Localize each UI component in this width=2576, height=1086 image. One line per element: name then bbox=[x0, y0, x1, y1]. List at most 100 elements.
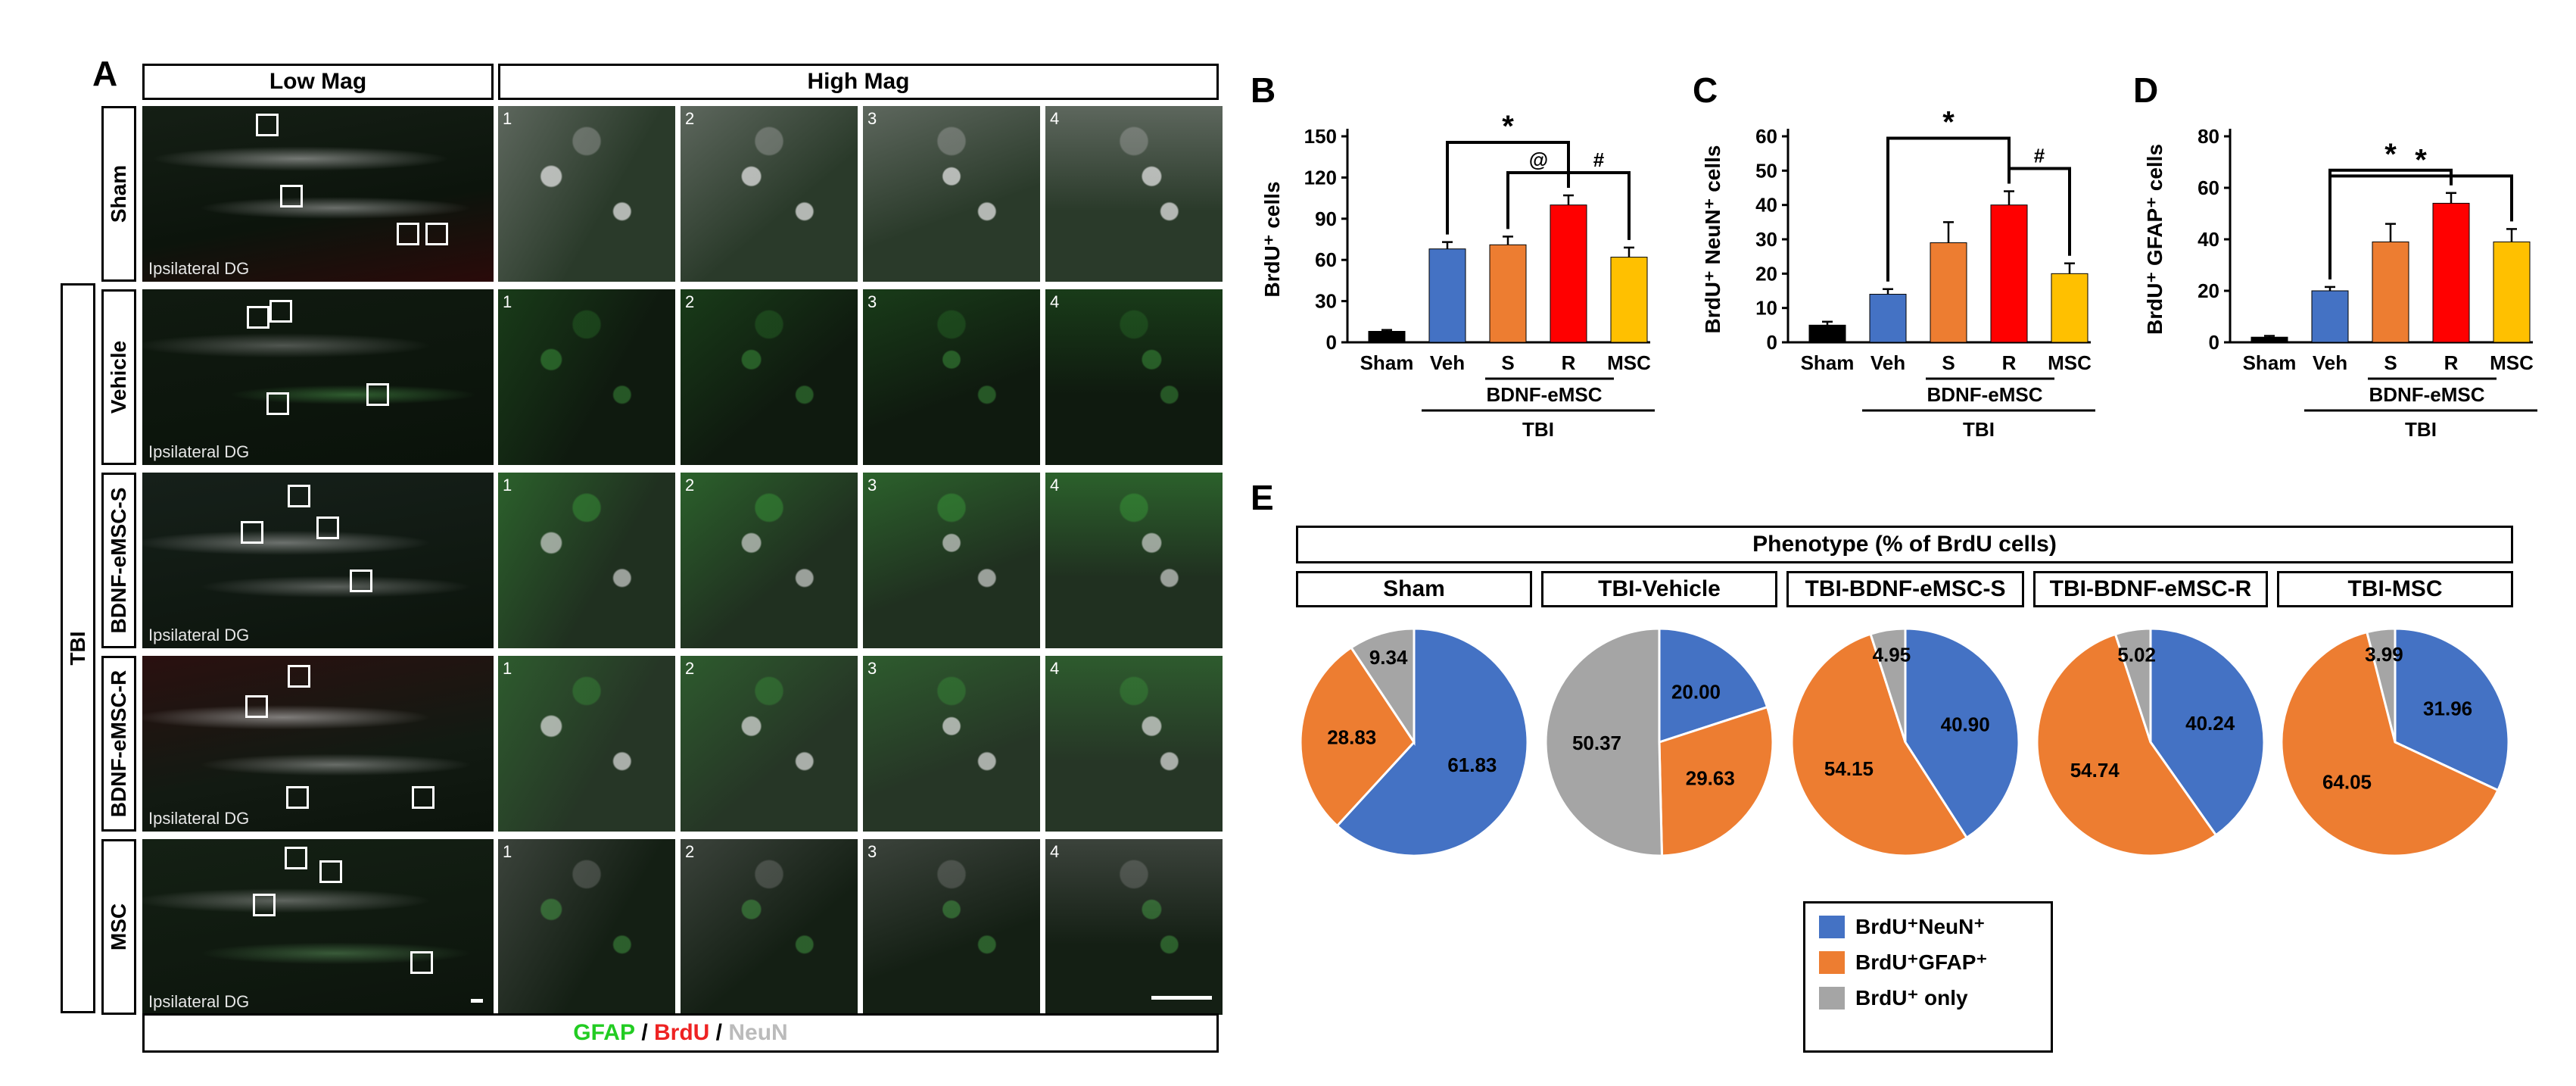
pie-header-5: TBI-MSC bbox=[2277, 571, 2513, 607]
pie-slice-label: 4.95 bbox=[1873, 643, 1911, 666]
tile-number: 3 bbox=[867, 476, 877, 495]
y-tick-label: 50 bbox=[1755, 159, 1777, 182]
bar-chart-b: BrdU⁺ cells 0 30 60 90 120 150 Sham Veh S R MSCBDNF… bbox=[1260, 110, 1655, 441]
y-tick-label: 60 bbox=[1755, 125, 1777, 148]
low-mag-caption: Ipsilateral DG bbox=[148, 626, 250, 644]
panel-letter-a: A bbox=[92, 54, 118, 93]
y-tick-label: 60 bbox=[2198, 176, 2219, 199]
pie-slice bbox=[1658, 627, 1769, 744]
y-tick-label: 30 bbox=[1755, 228, 1777, 251]
pie-slice bbox=[1544, 627, 1664, 857]
bar-veh bbox=[1869, 294, 1907, 343]
low-mag-image-1: Ipsilateral DG bbox=[142, 106, 494, 282]
y-tick-label: 0 bbox=[1326, 331, 1337, 354]
pie-slice bbox=[1790, 632, 1969, 857]
high-mag-image-4-4: 4 bbox=[1045, 656, 1223, 832]
y-tick-label: 40 bbox=[2198, 228, 2219, 251]
significance-bracket bbox=[2008, 167, 2071, 256]
y-axis-label-d: BrdU⁺ GFAP⁺ cells bbox=[2143, 144, 2166, 335]
pie-slice-label: 40.24 bbox=[2185, 712, 2235, 735]
pie-header-2: TBI-Vehicle bbox=[1541, 571, 1777, 607]
x-tick-label: S bbox=[1942, 351, 1955, 374]
low-mag-header: Low Mag bbox=[142, 64, 494, 100]
y-tick-label: 0 bbox=[1767, 331, 1777, 354]
pie-slice bbox=[1658, 705, 1774, 857]
legend-item-gfap: BrdU⁺GFAP⁺ bbox=[1819, 950, 2051, 975]
significance-symbol: * bbox=[2384, 138, 2397, 171]
tile-number: 2 bbox=[685, 476, 695, 495]
pie-slice-label: 29.63 bbox=[1686, 767, 1735, 790]
pie-header-1: Sham bbox=[1296, 571, 1532, 607]
pie-slice-label: 31.96 bbox=[2423, 697, 2472, 720]
significance-bracket bbox=[2328, 174, 2513, 279]
roi-box bbox=[288, 485, 310, 507]
low-mag-image-2: Ipsilateral DG bbox=[142, 289, 494, 465]
high-mag-image-2-3: 3 bbox=[863, 289, 1040, 465]
pie-slice-label: 54.15 bbox=[1824, 757, 1874, 780]
roi-box bbox=[350, 570, 372, 592]
pie-slice bbox=[1335, 627, 1529, 857]
legend-swatch-gray bbox=[1819, 986, 1845, 1010]
bar-msc bbox=[2493, 241, 2531, 343]
high-mag-image-3-3: 3 bbox=[863, 473, 1040, 648]
row-label-1: Sham bbox=[101, 106, 136, 282]
high-mag-image-1-3: 3 bbox=[863, 106, 1040, 282]
stain-gfap: GFAP bbox=[573, 1020, 635, 1045]
tile-number: 4 bbox=[1050, 476, 1060, 495]
pie-slice-label: 28.83 bbox=[1327, 726, 1376, 749]
significance-bracket bbox=[1567, 170, 1631, 240]
tile-number: 2 bbox=[685, 842, 695, 861]
tile-number: 1 bbox=[503, 476, 512, 495]
low-mag-caption: Ipsilateral DG bbox=[148, 442, 250, 461]
bar-chart-d: BrdU⁺ GFAP⁺ cells 0 20 40 60 80 Sham Veh S R MSC BD… bbox=[2143, 125, 2537, 441]
pie-slice-label: 20.00 bbox=[1671, 680, 1721, 703]
pie-slice-label: 54.74 bbox=[2070, 759, 2120, 782]
y-tick-label: 20 bbox=[1755, 262, 1777, 285]
x-tick-label: S bbox=[1501, 351, 1514, 374]
significance-symbol: * bbox=[1502, 110, 1514, 143]
bar-msc bbox=[1610, 257, 1648, 343]
high-mag-image-3-1: 1 bbox=[498, 473, 675, 648]
panel-letter-d: D bbox=[2133, 70, 2159, 110]
pie-legend: BrdU⁺NeuN⁺ BrdU⁺GFAP⁺ BrdU⁺ only bbox=[1803, 901, 2053, 1053]
roi-box bbox=[253, 894, 276, 916]
bar-s bbox=[1489, 244, 1527, 343]
significance-symbol: # bbox=[2034, 145, 2045, 167]
significance-symbol: * bbox=[2415, 143, 2427, 176]
high-mag-header: High Mag bbox=[498, 64, 1219, 100]
panel-letter-e: E bbox=[1251, 478, 1274, 517]
pie-slice-label: 50.37 bbox=[1572, 732, 1621, 754]
high-mag-image-1-1: 1 bbox=[498, 106, 675, 282]
tile-number: 4 bbox=[1050, 292, 1060, 311]
low-mag-caption: Ipsilateral DG bbox=[148, 992, 250, 1011]
roi-box bbox=[410, 951, 433, 974]
x-tick-label: MSC bbox=[2048, 351, 2092, 374]
significance-symbol: @ bbox=[1528, 148, 1547, 171]
pie-slice bbox=[1299, 646, 1416, 828]
tile-number: 2 bbox=[685, 109, 695, 128]
tile-number: 2 bbox=[685, 292, 695, 311]
row-label-2: Vehicle bbox=[101, 289, 136, 465]
high-mag-image-5-2: 2 bbox=[681, 839, 858, 1015]
x-tick-label: Veh bbox=[1430, 351, 1465, 374]
tile-number: 4 bbox=[1050, 842, 1060, 861]
high-mag-image-5-4: 4 bbox=[1045, 839, 1223, 1015]
y-tick-label: 40 bbox=[1755, 194, 1777, 217]
high-mag-image-5-1: 1 bbox=[498, 839, 675, 1015]
roi-box bbox=[316, 516, 339, 539]
y-tick-label: 120 bbox=[1304, 166, 1337, 189]
high-mag-image-4-2: 2 bbox=[681, 656, 858, 832]
pie-slice-label: 9.34 bbox=[1369, 646, 1408, 669]
x-tick-label: Sham bbox=[1801, 351, 1855, 374]
bar-s bbox=[2372, 241, 2409, 343]
tile-number: 1 bbox=[503, 659, 512, 678]
group-label-tbi: TBI bbox=[2405, 418, 2437, 441]
pie-slice-label: 40.90 bbox=[1941, 713, 1990, 736]
x-tick-label: Veh bbox=[1870, 351, 1905, 374]
stain-neun: NeuN bbox=[728, 1020, 788, 1045]
group-label-bdnf: BDNF-eMSC bbox=[1927, 383, 2042, 406]
x-tick-label: S bbox=[2384, 351, 2397, 374]
legend-swatch-blue bbox=[1819, 915, 1845, 938]
row-label-4: BDNF-eMSC-R bbox=[101, 656, 136, 832]
row-label-3: BDNF-eMSC-S bbox=[101, 473, 136, 648]
